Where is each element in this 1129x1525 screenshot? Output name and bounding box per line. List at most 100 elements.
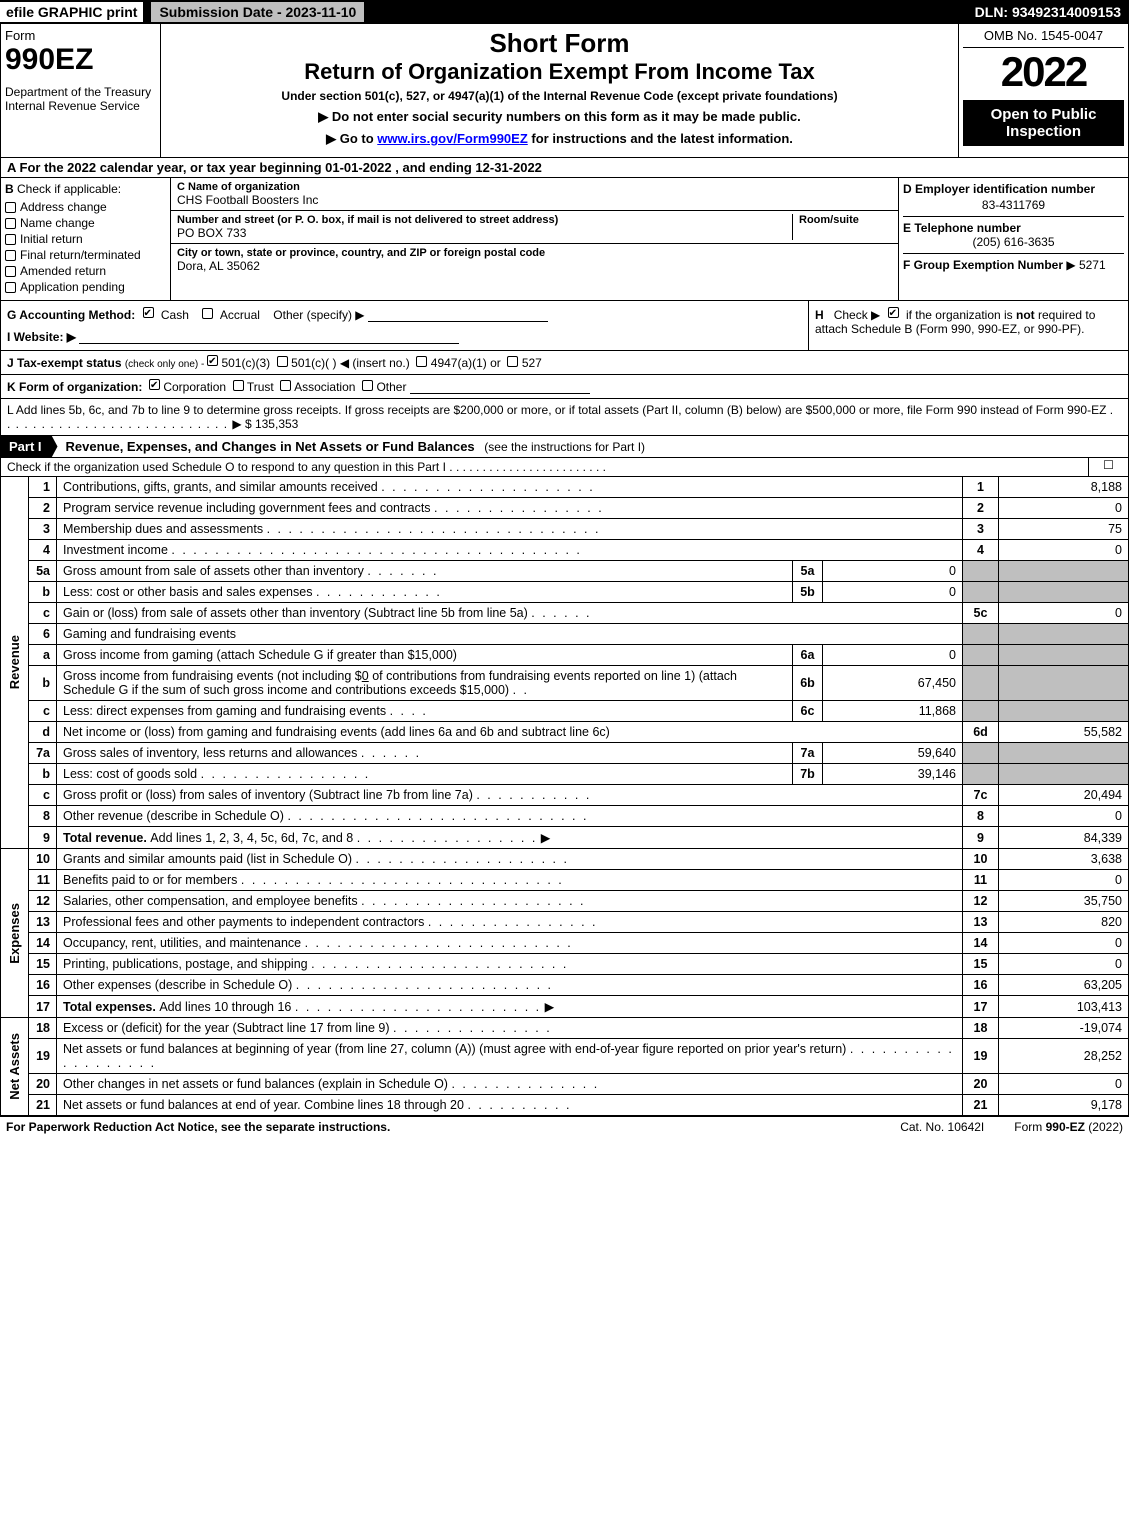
dept-label: Department of the Treasury Internal Reve…	[5, 85, 156, 113]
chk-initial-return[interactable]: Initial return	[5, 232, 166, 246]
line-17: 17 Total expenses. Add lines 10 through …	[1, 996, 1129, 1018]
chk-other[interactable]	[362, 380, 373, 391]
line-19: 19 Net assets or fund balances at beginn…	[1, 1039, 1129, 1074]
section-j: J Tax-exempt status (check only one) - 5…	[0, 351, 1129, 375]
chk-amended-return[interactable]: Amended return	[5, 264, 166, 278]
c-street-row: Number and street (or P. O. box, if mail…	[171, 211, 898, 244]
chk-527[interactable]	[507, 356, 518, 367]
org-street: PO BOX 733	[177, 226, 792, 240]
line-20: 20 Other changes in net assets or fund b…	[1, 1074, 1129, 1095]
line-7b: b Less: cost of goods sold . . . . . . .…	[1, 764, 1129, 785]
part1-check-box[interactable]: ☐	[1088, 458, 1128, 476]
col-d: D Employer identification number 83-4311…	[898, 178, 1128, 300]
line-10: Expenses 10 Grants and similar amounts p…	[1, 849, 1129, 870]
expenses-side-label: Expenses	[1, 849, 29, 1018]
section-l: L Add lines 5b, 6c, and 7b to line 9 to …	[0, 399, 1129, 436]
ghi-left: G Accounting Method: Cash Accrual Other …	[1, 301, 808, 350]
instr-2: ▶ Go to www.irs.gov/Form990EZ for instru…	[165, 131, 954, 147]
line-11: 11 Benefits paid to or for members . . .…	[1, 870, 1129, 891]
line-7c: c Gross profit or (loss) from sales of i…	[1, 785, 1129, 806]
b-heading: Check if applicable:	[17, 182, 121, 196]
form-id-cell: Form 990EZ Department of the Treasury In…	[1, 24, 161, 157]
l-arrow: ▶	[232, 417, 241, 431]
line-6c: c Less: direct expenses from gaming and …	[1, 701, 1129, 722]
j-opt4: 527	[522, 356, 542, 370]
part1-label: Part I	[1, 436, 58, 457]
k-opt3: Other	[376, 380, 406, 394]
header-bar: efile GRAPHIC print Submission Date - 20…	[0, 0, 1129, 24]
netassets-side-label: Net Assets	[1, 1018, 29, 1116]
chk-final-return[interactable]: Final return/terminated	[5, 248, 166, 262]
l-text: L Add lines 5b, 6c, and 7b to line 9 to …	[7, 403, 1106, 417]
chk-501c[interactable]	[277, 356, 288, 367]
submission-date: Submission Date - 2023-11-10	[149, 0, 366, 24]
j-opt1: 501(c)(3)	[221, 356, 270, 370]
ghi-right: H Check ▶ if the organization is not req…	[808, 301, 1128, 350]
l-value: $ 135,353	[245, 417, 298, 431]
j-opt2: 501(c)( ) ◀ (insert no.)	[291, 356, 410, 370]
col-b: B Check if applicable: Address change Na…	[1, 178, 171, 300]
line-7a: 7a Gross sales of inventory, less return…	[1, 743, 1129, 764]
line-5c: c Gain or (loss) from sale of assets oth…	[1, 603, 1129, 624]
k-opt0: Corporation	[163, 380, 226, 394]
c-name-row: C Name of organization CHS Football Boos…	[171, 178, 898, 211]
line-16: 16 Other expenses (describe in Schedule …	[1, 975, 1129, 996]
part1-title: Revenue, Expenses, and Changes in Net As…	[58, 439, 475, 454]
footer: For Paperwork Reduction Act Notice, see …	[0, 1116, 1129, 1137]
line-6a: a Gross income from gaming (attach Sched…	[1, 645, 1129, 666]
omb-number: OMB No. 1545-0047	[963, 28, 1124, 48]
footer-left: For Paperwork Reduction Act Notice, see …	[6, 1120, 870, 1134]
chk-cash[interactable]	[143, 307, 154, 318]
line-12: 12 Salaries, other compensation, and emp…	[1, 891, 1129, 912]
line-15: 15 Printing, publications, postage, and …	[1, 954, 1129, 975]
part1-check-text: Check if the organization used Schedule …	[7, 460, 446, 474]
chk-corporation[interactable]	[149, 379, 160, 390]
title-right: OMB No. 1545-0047 2022 Open to Public In…	[958, 24, 1128, 157]
section-a: A For the 2022 calendar year, or tax yea…	[0, 158, 1129, 178]
j-opt3: 4947(a)(1) or	[431, 356, 501, 370]
b-letter: B	[5, 182, 14, 196]
k-label: K Form of organization:	[7, 380, 142, 394]
chk-name-change[interactable]: Name change	[5, 216, 166, 230]
i-label: I Website: ▶	[7, 330, 76, 344]
chk-schedule-b[interactable]	[888, 307, 899, 318]
line-6: 6 Gaming and fundraising events	[1, 624, 1129, 645]
instr-1: ▶ Do not enter social security numbers o…	[165, 109, 954, 125]
section-bcd: B Check if applicable: Address change Na…	[0, 178, 1129, 301]
c-street-label: Number and street (or P. O. box, if mail…	[177, 214, 792, 226]
i-blank	[79, 332, 459, 344]
line-21: 21 Net assets or fund balances at end of…	[1, 1095, 1129, 1116]
irs-link[interactable]: www.irs.gov/Form990EZ	[377, 131, 528, 146]
title-mid: Short Form Return of Organization Exempt…	[161, 24, 958, 157]
under-section: Under section 501(c), 527, or 4947(a)(1)…	[165, 89, 954, 103]
d-group: 5271	[1079, 258, 1106, 272]
form-word: Form	[5, 28, 156, 43]
chk-4947[interactable]	[416, 356, 427, 367]
h-text1: Check ▶	[834, 308, 881, 322]
h-not: not	[1016, 308, 1035, 322]
section-ghi: G Accounting Method: Cash Accrual Other …	[0, 301, 1129, 351]
chk-accrual[interactable]	[202, 308, 213, 319]
chk-association[interactable]	[280, 380, 291, 391]
footer-right: Form 990-EZ (2022)	[1014, 1120, 1123, 1134]
return-title: Return of Organization Exempt From Incom…	[165, 59, 954, 85]
j-note: (check only one) -	[125, 359, 207, 370]
chk-501c3[interactable]	[207, 355, 218, 366]
line-9: 9 Total revenue. Add lines 1, 2, 3, 4, 5…	[1, 827, 1129, 849]
d-group-label: F Group Exemption Number	[903, 258, 1063, 272]
chk-address-change[interactable]: Address change	[5, 200, 166, 214]
chk-application-pending[interactable]: Application pending	[5, 280, 166, 294]
d-ein-label: D Employer identification number	[903, 182, 1095, 196]
line-5a: 5a Gross amount from sale of assets othe…	[1, 561, 1129, 582]
k-other-blank	[410, 382, 590, 394]
form-number: 990EZ	[5, 43, 156, 77]
open-public: Open to Public Inspection	[963, 100, 1124, 146]
part1-check-o: Check if the organization used Schedule …	[0, 458, 1129, 477]
g-accrual: Accrual	[220, 308, 260, 322]
org-name: CHS Football Boosters Inc	[177, 193, 892, 207]
line-14: 14 Occupancy, rent, utilities, and maint…	[1, 933, 1129, 954]
line-5b: b Less: cost or other basis and sales ex…	[1, 582, 1129, 603]
chk-trust[interactable]	[233, 380, 244, 391]
line-6d: d Net income or (loss) from gaming and f…	[1, 722, 1129, 743]
line-13: 13 Professional fees and other payments …	[1, 912, 1129, 933]
